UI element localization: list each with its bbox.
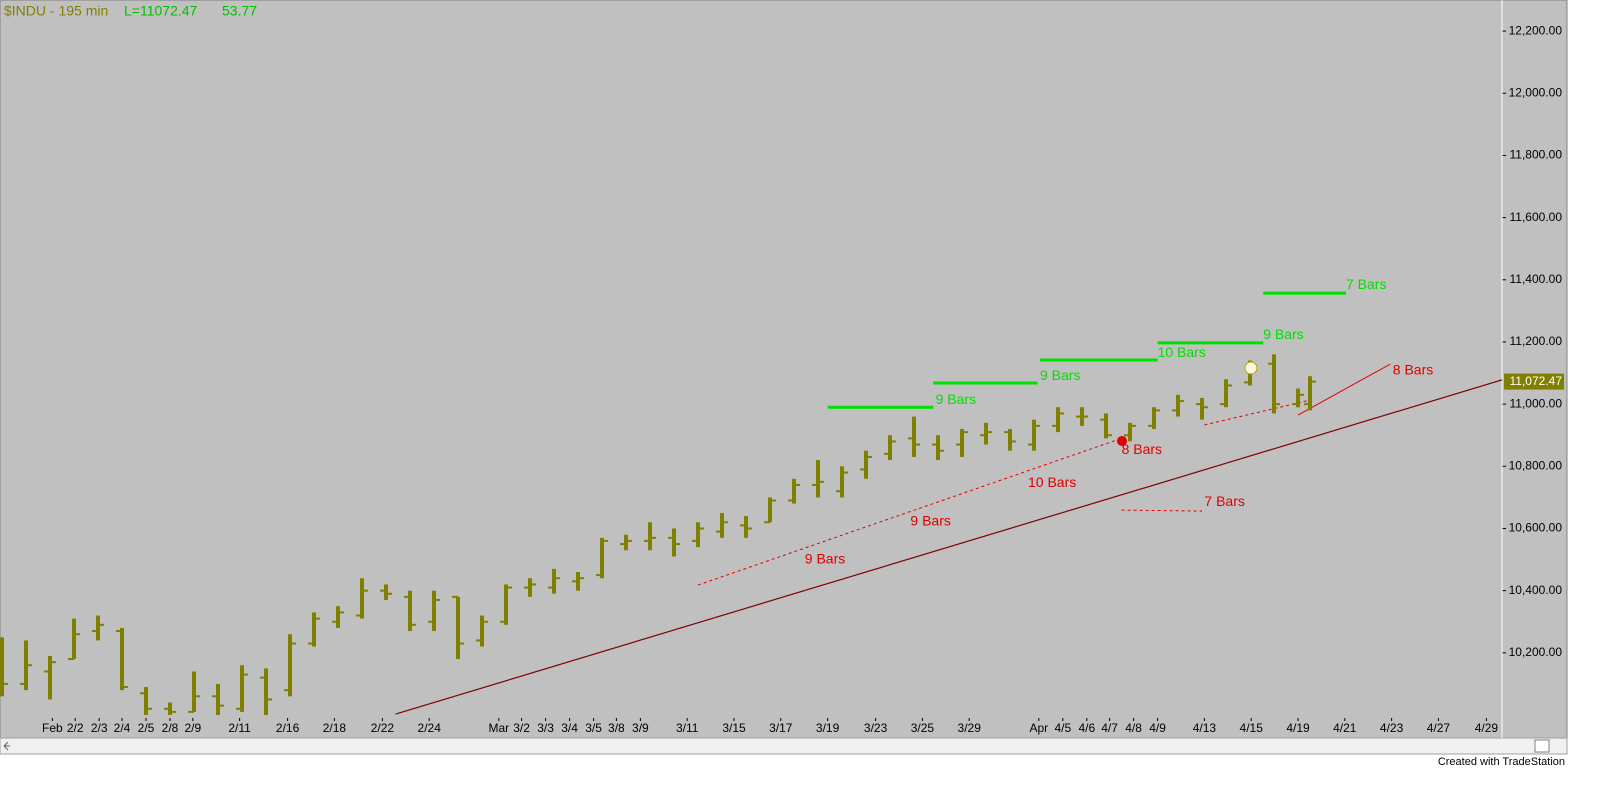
annotation: 8 Bars <box>1393 362 1433 378</box>
x-tick-label: 4/29 <box>1475 721 1499 735</box>
x-tick-label: 2/8 <box>162 721 179 735</box>
x-tick-label: 2/24 <box>418 721 442 735</box>
x-tick-label: 2/5 <box>138 721 155 735</box>
y-tick-label: 10,800.00 <box>1509 458 1563 472</box>
x-tick-label: 4/19 <box>1286 721 1310 735</box>
x-tick-label: 3/4 <box>561 721 578 735</box>
annotation: 9 Bars <box>1040 367 1080 383</box>
x-tick-label: 2/9 <box>184 721 201 735</box>
x-tick-label: 3/8 <box>608 721 625 735</box>
x-tick-label: Mar <box>488 721 509 735</box>
scroll-left[interactable] <box>3 741 10 751</box>
symbol: $INDU - 195 min <box>4 3 108 19</box>
x-tick-label: 3/9 <box>632 721 649 735</box>
y-tick-label: 11,600.00 <box>1510 210 1563 224</box>
x-tick-label: 3/3 <box>537 721 554 735</box>
annotation: 9 Bars <box>910 513 950 529</box>
x-tick-label: 4/27 <box>1427 721 1451 735</box>
annotation: 10 Bars <box>1028 474 1076 490</box>
annotation: 9 Bars <box>936 391 976 407</box>
change: 53.77 <box>222 3 257 19</box>
last-price-box <box>1504 373 1564 390</box>
x-tick-label: 4/7 <box>1101 721 1118 735</box>
annotation: 8 Bars <box>1122 441 1162 457</box>
y-tick-label: 10,600.00 <box>1509 521 1563 535</box>
signal-dot <box>1117 436 1127 446</box>
x-tick-label: 3/23 <box>864 721 888 735</box>
annotation: 7 Bars <box>1204 493 1244 509</box>
y-tick-label: 12,000.00 <box>1509 85 1563 99</box>
x-tick-label: 3/5 <box>585 721 602 735</box>
annotation: 9 Bars <box>1263 326 1303 342</box>
annotation: 9 Bars <box>805 550 845 566</box>
y-tick-label: 12,200.00 <box>1509 23 1563 37</box>
y-tick-label: 11,800.00 <box>1510 148 1563 162</box>
trend-line <box>1297 363 1391 416</box>
x-tick-label: 4/8 <box>1125 721 1142 735</box>
y-tick-label: 11,200.00 <box>1510 334 1563 348</box>
x-tick-label: 3/2 <box>513 721 530 735</box>
x-tick-label: 2/11 <box>228 721 251 735</box>
last-price-label: 11,072.47 <box>1510 374 1563 388</box>
x-tick-label: 2/16 <box>276 721 300 735</box>
annotation: 7 Bars <box>1346 276 1386 292</box>
trend-line <box>395 379 1503 715</box>
x-tick-label: 2/4 <box>114 721 131 735</box>
x-tick-label: 3/15 <box>722 721 746 735</box>
signal-arrow <box>1244 361 1258 375</box>
x-tick-label: 3/11 <box>676 721 699 735</box>
x-tick-label: 4/6 <box>1078 721 1095 735</box>
x-tick-label: Apr <box>1029 721 1048 735</box>
x-tick-label: 2/3 <box>91 721 108 735</box>
y-tick-label: 10,400.00 <box>1509 583 1563 597</box>
scroll-thumb[interactable] <box>1534 739 1550 753</box>
scrollbar[interactable] <box>0 737 1568 755</box>
y-tick-label: 11,400.00 <box>1510 272 1563 286</box>
x-tick-label: Feb <box>42 721 63 735</box>
y-tick-label: 11,000.00 <box>1510 396 1563 410</box>
x-tick-label: 4/9 <box>1149 721 1166 735</box>
x-tick-label: 3/19 <box>816 721 840 735</box>
x-tick-label: 3/17 <box>769 721 793 735</box>
x-tick-label: 2/18 <box>323 721 347 735</box>
x-tick-label: 4/5 <box>1054 721 1071 735</box>
x-tick-label: 3/29 <box>958 721 982 735</box>
footer: Created with TradeStation <box>1438 756 1565 768</box>
x-tick-label: 2/22 <box>371 721 395 735</box>
plot-background <box>0 0 1568 739</box>
x-tick-label: 4/21 <box>1333 721 1357 735</box>
annotation: 10 Bars <box>1158 344 1206 360</box>
x-tick-label: 4/15 <box>1240 721 1264 735</box>
x-tick-label: 2/2 <box>67 721 84 735</box>
y-tick-label: 10,200.00 <box>1509 645 1563 659</box>
trend-line <box>1121 509 1203 512</box>
x-tick-label: 3/25 <box>911 721 935 735</box>
x-tick-label: 4/23 <box>1380 721 1404 735</box>
last-label: L=11072.47 <box>124 3 198 19</box>
x-tick-label: 4/13 <box>1193 721 1217 735</box>
